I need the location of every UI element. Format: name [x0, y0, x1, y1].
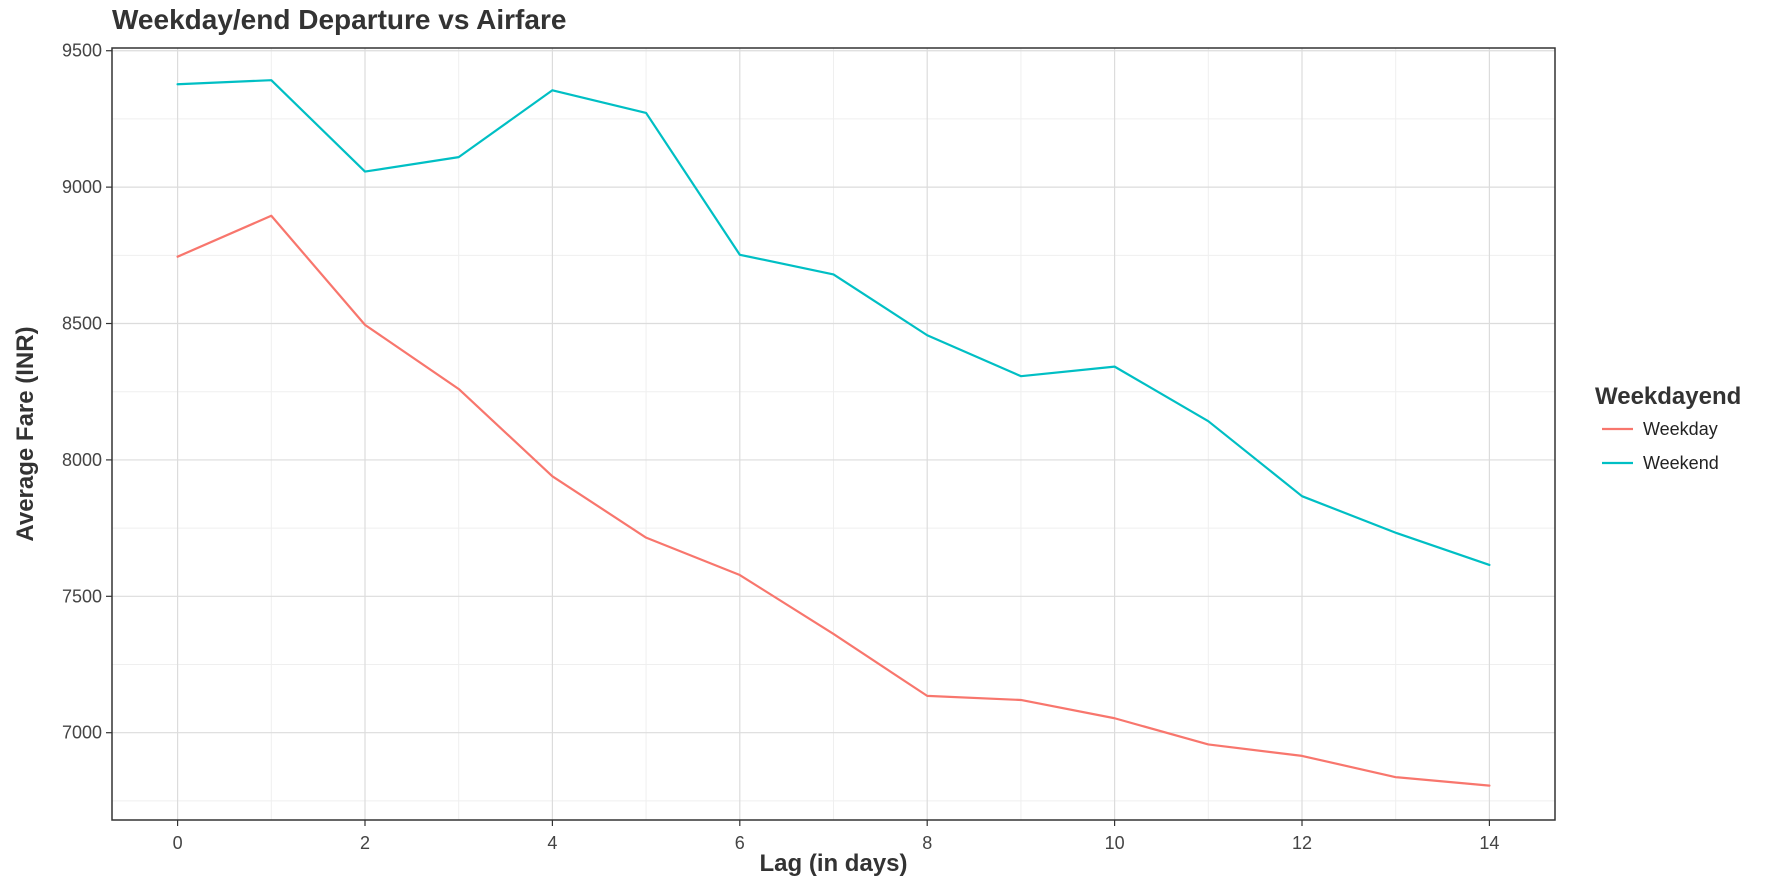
chart-title: Weekday/end Departure vs Airfare	[112, 4, 566, 35]
series-line-weekday	[176, 214, 1491, 787]
x-tick-label: 4	[547, 833, 557, 853]
x-tick-label: 14	[1479, 833, 1499, 853]
y-tick-label: 9000	[62, 177, 102, 197]
legend-items: Weekday Weekend	[1602, 419, 1719, 473]
y-tick-label: 8000	[62, 450, 102, 470]
legend-title: Weekdayend	[1595, 383, 1741, 410]
x-tick-label: 2	[360, 833, 370, 853]
legend: Weekdayend Weekday Weekend	[1595, 383, 1741, 473]
y-tick-label: 9500	[62, 41, 102, 61]
x-tick-label: 12	[1292, 833, 1312, 853]
legend-label-weekday: Weekday	[1643, 419, 1718, 439]
y-tick-label: 7000	[62, 723, 102, 743]
grid	[112, 48, 1555, 820]
x-tick-label: 0	[173, 833, 183, 853]
x-tick-label: 6	[735, 833, 745, 853]
y-tick-label: 8500	[62, 314, 102, 334]
y-tick-label: 7500	[62, 586, 102, 606]
axes: 0 2 4 6 8 10 12 14 7000 7500 8000 8500 9000 9500	[62, 41, 1499, 853]
series-lines	[176, 79, 1491, 787]
y-axis-title: Average Fare (INR)	[12, 326, 39, 541]
legend-label-weekend: Weekend	[1643, 453, 1719, 473]
plot-panel-border	[111, 47, 1556, 821]
x-axis-title: Lag (in days)	[759, 850, 907, 877]
series-line-weekend	[176, 79, 1491, 567]
x-tick-label: 8	[922, 833, 932, 853]
x-tick-label: 10	[1105, 833, 1125, 853]
